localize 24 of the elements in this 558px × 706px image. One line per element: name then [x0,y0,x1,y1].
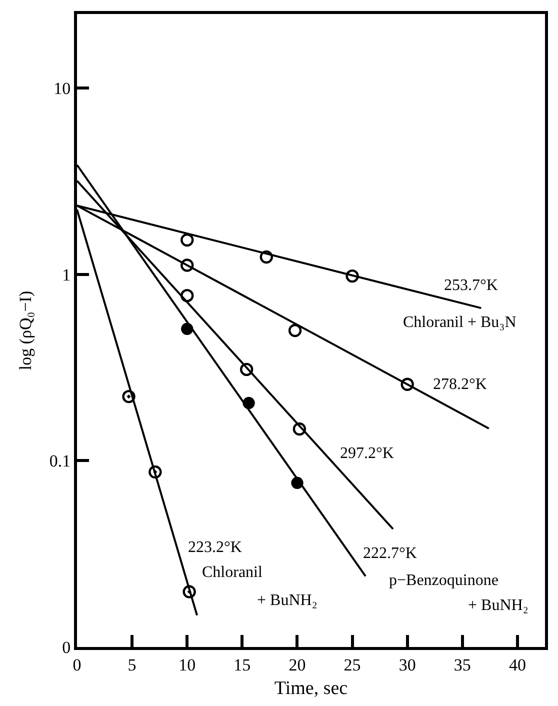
x-axis-title: Time, sec [274,678,348,700]
annotation: 278.2°K [433,376,488,393]
x-tick-label: 30 [398,655,416,674]
annotation: + BuNH₂ [468,597,528,614]
x-tick-label: 20 [288,655,306,674]
annotation: 223.2°K [188,539,242,556]
annotation: 297.2°K [340,445,394,462]
y-tick-label: 0 [62,638,71,657]
annotation: 222.7°K [363,545,418,562]
annotation: 253.7°K [444,277,498,294]
x-tick-label: 5 [128,655,136,674]
x-tick-label: 15 [234,655,251,674]
y-tick-label: 1 [62,265,71,284]
annotation: + BuNH₂ [257,592,318,609]
annotation: Chloranil [202,564,263,581]
y-tick-label: 10 [54,79,71,98]
x-tick-label: 25 [344,655,361,674]
annotation: p−Benzoquinone [389,572,498,589]
y-tick-label: 0.1 [49,452,71,471]
annotation: Chloranil + Bu₃N [403,314,517,331]
x-tick-label: 35 [454,655,471,674]
y-axis-title: log (ρQ₀−I) [16,290,35,370]
x-tick-label: 10 [178,655,196,674]
x-tick-label: 40 [508,655,526,674]
